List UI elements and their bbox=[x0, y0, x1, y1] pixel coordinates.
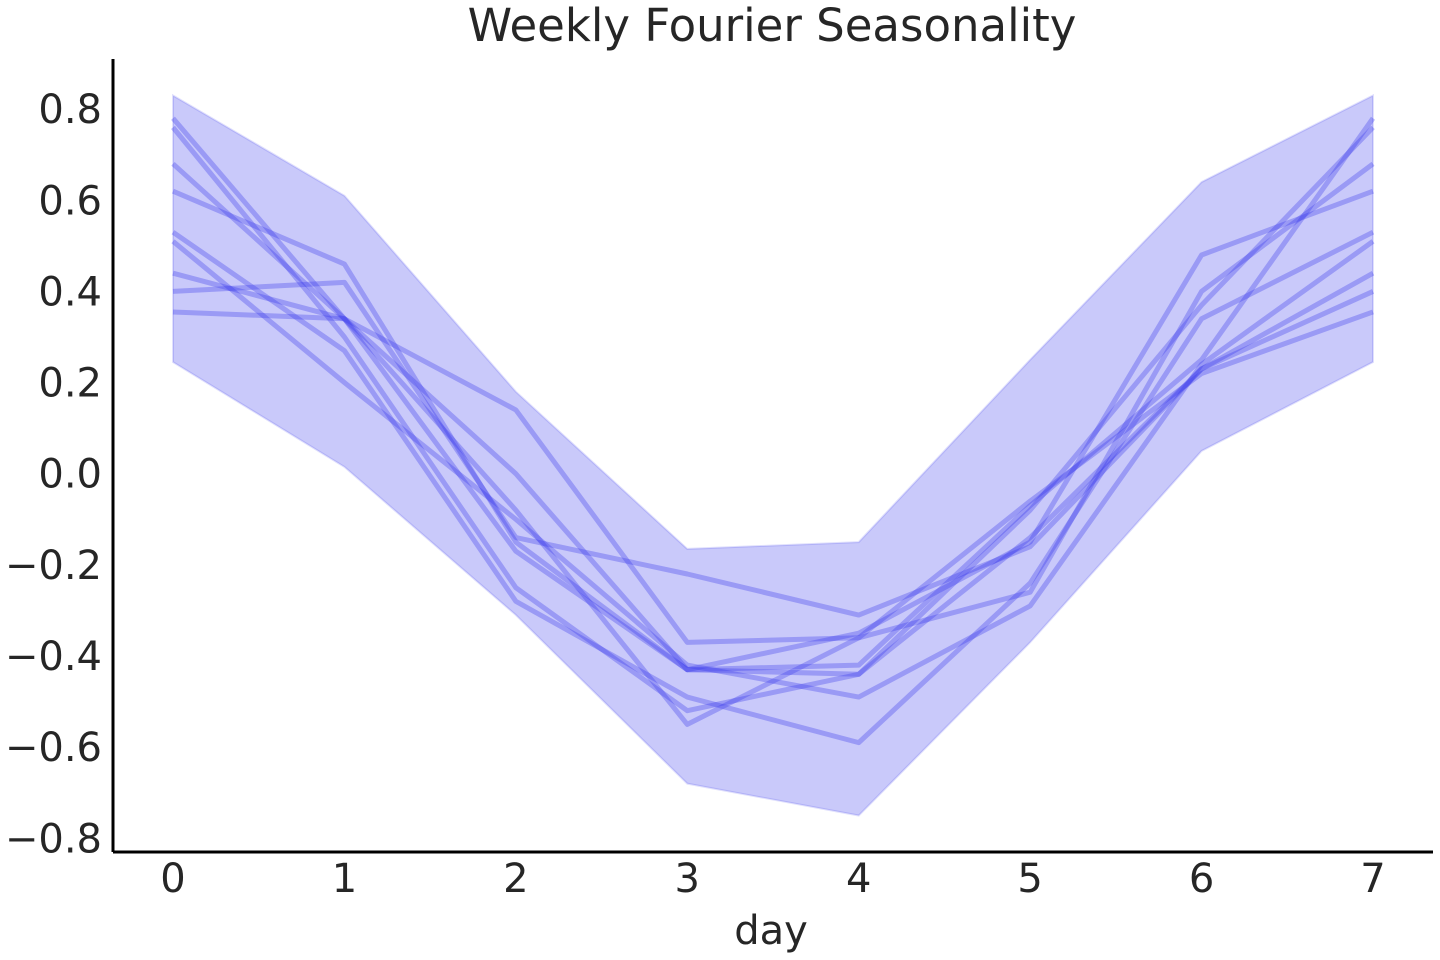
y-tick-label: 0.2 bbox=[38, 361, 102, 407]
uncertainty-band bbox=[172, 93, 1374, 817]
x-tick-label: 3 bbox=[675, 856, 700, 902]
x-tick-label: 6 bbox=[1189, 856, 1214, 902]
x-tick-label: 2 bbox=[503, 856, 528, 902]
series-line-6 bbox=[171, 239, 1375, 700]
y-tick-label: −0.8 bbox=[5, 816, 102, 862]
x-axis-title: day bbox=[734, 908, 808, 954]
uncertainty-band-layer bbox=[172, 93, 1374, 817]
series-line-1 bbox=[171, 116, 1376, 673]
x-tick-label: 4 bbox=[846, 856, 871, 902]
y-tick-label: 0.4 bbox=[38, 269, 102, 315]
y-tick-label: −0.6 bbox=[5, 725, 102, 771]
series-line-5 bbox=[171, 229, 1375, 746]
series-line-8 bbox=[172, 279, 1375, 618]
x-tick-label: 0 bbox=[160, 856, 185, 902]
series-line-3 bbox=[171, 161, 1375, 727]
y-tick-label: −0.2 bbox=[5, 543, 102, 589]
x-tick-label: 7 bbox=[1360, 856, 1385, 902]
chart-title: Weekly Fourier Seasonality bbox=[468, 0, 1077, 52]
x-tick-label: 1 bbox=[332, 856, 357, 902]
y-tick-labels: −0.8 −0.6 −0.4 −0.2 0.0 0.2 0.4 0.6 0.8 bbox=[5, 87, 102, 862]
y-tick-label: −0.4 bbox=[5, 634, 102, 680]
y-tick-label: 0.0 bbox=[38, 452, 102, 498]
series-line-2 bbox=[171, 125, 1375, 714]
axes bbox=[111, 59, 1433, 854]
y-tick-label: 0.8 bbox=[38, 87, 102, 133]
x-tick-label: 5 bbox=[1017, 856, 1042, 902]
series-line-7 bbox=[172, 270, 1375, 677]
series-line-9 bbox=[172, 309, 1374, 645]
series-layer bbox=[171, 116, 1376, 746]
x-tick-labels: 0 1 2 3 4 5 6 7 bbox=[160, 856, 1385, 902]
y-tick-label: 0.6 bbox=[38, 178, 102, 224]
series-line-4 bbox=[172, 188, 1374, 673]
